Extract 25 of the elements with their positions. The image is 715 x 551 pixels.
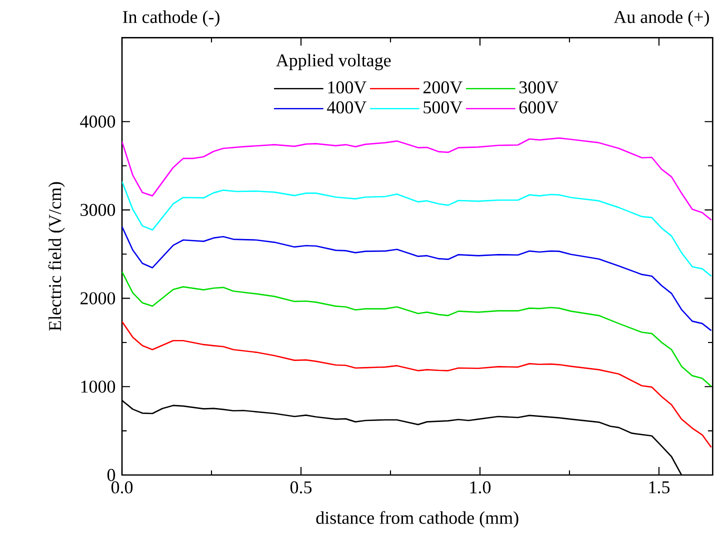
text: In cathode (-) [122, 10, 220, 27]
y-axis-title: Electric field (V/cm) [48, 182, 65, 331]
x-axis-title: distance from cathode (mm) [316, 511, 518, 528]
y-tick-label: 2000 [80, 292, 116, 304]
y-tick-label: 1000 [81, 380, 116, 393]
line-series [122, 271, 712, 388]
line-series [122, 226, 712, 332]
x-tick-label: 0.0 [111, 481, 133, 494]
line-series [122, 137, 712, 221]
x-tick-label: 1.5 [649, 481, 670, 494]
y-tick-label: 3000 [80, 204, 116, 216]
legend-label: 200V [423, 81, 462, 94]
line-series [122, 180, 712, 277]
x-tick-label: 0.5 [290, 481, 312, 494]
y-tick-label: 4000 [80, 116, 116, 128]
legend-label: 400V [327, 101, 366, 114]
legend-title: Applied voltage [276, 54, 391, 70]
x-tick-label: 1.0 [470, 481, 491, 494]
line-series [122, 320, 712, 448]
text: Au anode (+) [614, 10, 709, 27]
legend-label: 600V [519, 101, 558, 114]
legend-label: 500V [424, 101, 462, 114]
y-tick-label: 0 [107, 468, 116, 482]
legend-label: 300V [520, 81, 558, 94]
legend-label: 100V [328, 81, 366, 94]
